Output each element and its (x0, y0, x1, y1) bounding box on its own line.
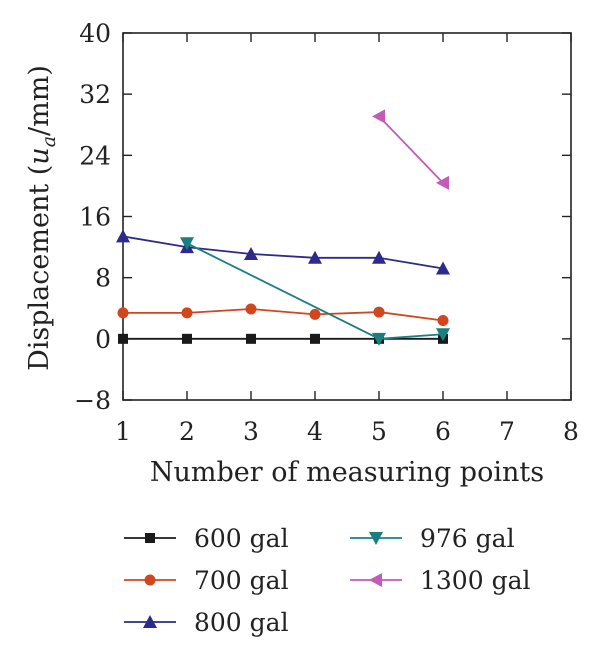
legend-label: 700 gal (194, 566, 289, 595)
y-tick-label: 16 (79, 203, 111, 232)
data-point-800-gal (308, 250, 322, 264)
legend: 600 gal 700 gal 800 gal 976 gal 1300 gal (124, 524, 530, 637)
data-point-700-gal (117, 307, 129, 319)
x-tick-label: 8 (563, 417, 579, 446)
x-tick-label: 1 (115, 417, 131, 446)
x-tick-label: 7 (499, 417, 515, 446)
legend-item-976-gal: 976 gal (350, 524, 515, 553)
y-tick-label: −8 (74, 386, 111, 415)
data-point-800-gal (436, 261, 450, 275)
data-point-700-gal (373, 306, 385, 318)
data-point-1300-gal (372, 109, 385, 124)
y-tick-label: 0 (95, 325, 111, 354)
series-line-1300-gal (378, 115, 444, 184)
axes: 1 2 3 4 5 6 7 8 −8 0 8 16 24 32 40 (74, 19, 579, 446)
x-tick-label: 4 (307, 417, 323, 446)
series-800-gal (116, 229, 450, 275)
data-point-700-gal (245, 303, 257, 315)
data-point-1300-gal (436, 175, 449, 190)
x-axis-label: Number of measuring points (150, 457, 544, 488)
plot-frame (122, 32, 572, 401)
series-600-gal (118, 333, 448, 344)
y-axis-label: Displacement (ua/mm) (24, 65, 60, 371)
y-axis-label-variable: u (24, 147, 55, 164)
legend-label: 1300 gal (420, 566, 530, 595)
data-point-976-gal (436, 328, 450, 342)
data-point-700-gal (437, 314, 449, 326)
series-layer (116, 109, 450, 346)
y-axis-label-subscript: a (38, 136, 60, 147)
legend-item-800-gal: 800 gal (124, 608, 289, 637)
data-point-976-gal (372, 332, 386, 346)
data-point-600-gal (118, 333, 128, 344)
data-point-700-gal (309, 308, 321, 320)
x-tick-label: 2 (179, 417, 195, 446)
legend-marker (143, 615, 157, 628)
legend-label: 600 gal (194, 524, 289, 553)
y-axis-label-prefix: Displacement ( (24, 165, 55, 371)
x-tick-label: 3 (243, 417, 259, 446)
x-tick-label: 5 (371, 417, 387, 446)
series-line-800-gal (122, 235, 444, 270)
data-point-700-gal (181, 307, 193, 319)
y-tick-label: 24 (79, 141, 111, 170)
data-point-800-gal (372, 250, 386, 264)
legend-label: 800 gal (194, 608, 289, 637)
series-976-gal (180, 237, 450, 346)
data-point-600-gal (246, 333, 256, 344)
legend-label: 976 gal (420, 524, 515, 553)
data-point-600-gal (310, 333, 320, 344)
legend-item-1300-gal: 1300 gal (350, 566, 530, 595)
legend-marker (145, 533, 155, 543)
data-point-976-gal (180, 237, 194, 251)
data-point-600-gal (182, 333, 192, 344)
legend-item-600-gal: 600 gal (124, 524, 289, 553)
legend-marker (369, 573, 382, 587)
series-700-gal (117, 303, 449, 326)
y-tick-label: 8 (95, 264, 111, 293)
legend-marker (144, 574, 156, 586)
data-point-800-gal (116, 229, 130, 243)
data-point-800-gal (244, 246, 258, 260)
y-tick-label: 32 (79, 80, 111, 109)
series-1300-gal (372, 109, 449, 190)
series-line-700-gal (123, 308, 444, 322)
legend-item-700-gal: 700 gal (124, 566, 289, 595)
x-tick-label: 6 (435, 417, 451, 446)
y-axis-label-suffix: /mm) (24, 65, 55, 136)
y-tick-label: 40 (79, 19, 111, 48)
legend-marker (369, 532, 383, 545)
